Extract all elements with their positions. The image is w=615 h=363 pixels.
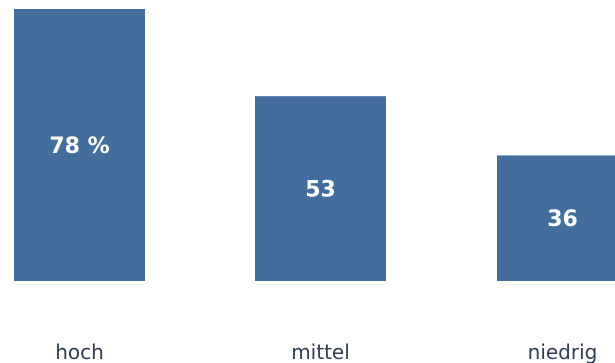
category-labels-group: hoch mittel niedrig [55,340,597,363]
category-label-mittel: mittel [291,340,350,363]
bar-hoch [14,9,145,281]
category-label-niedrig: niedrig [528,340,598,363]
value-labels-group: 78 % 53 36 [49,134,577,232]
value-label-hoch: 78 % [49,134,109,159]
value-label-niedrig: 36 [547,207,578,232]
bar-niedrig [497,155,615,281]
bar-mittel [255,96,386,281]
bars-group [14,9,615,281]
category-label-hoch: hoch [55,340,104,363]
value-label-mittel: 53 [305,178,336,203]
